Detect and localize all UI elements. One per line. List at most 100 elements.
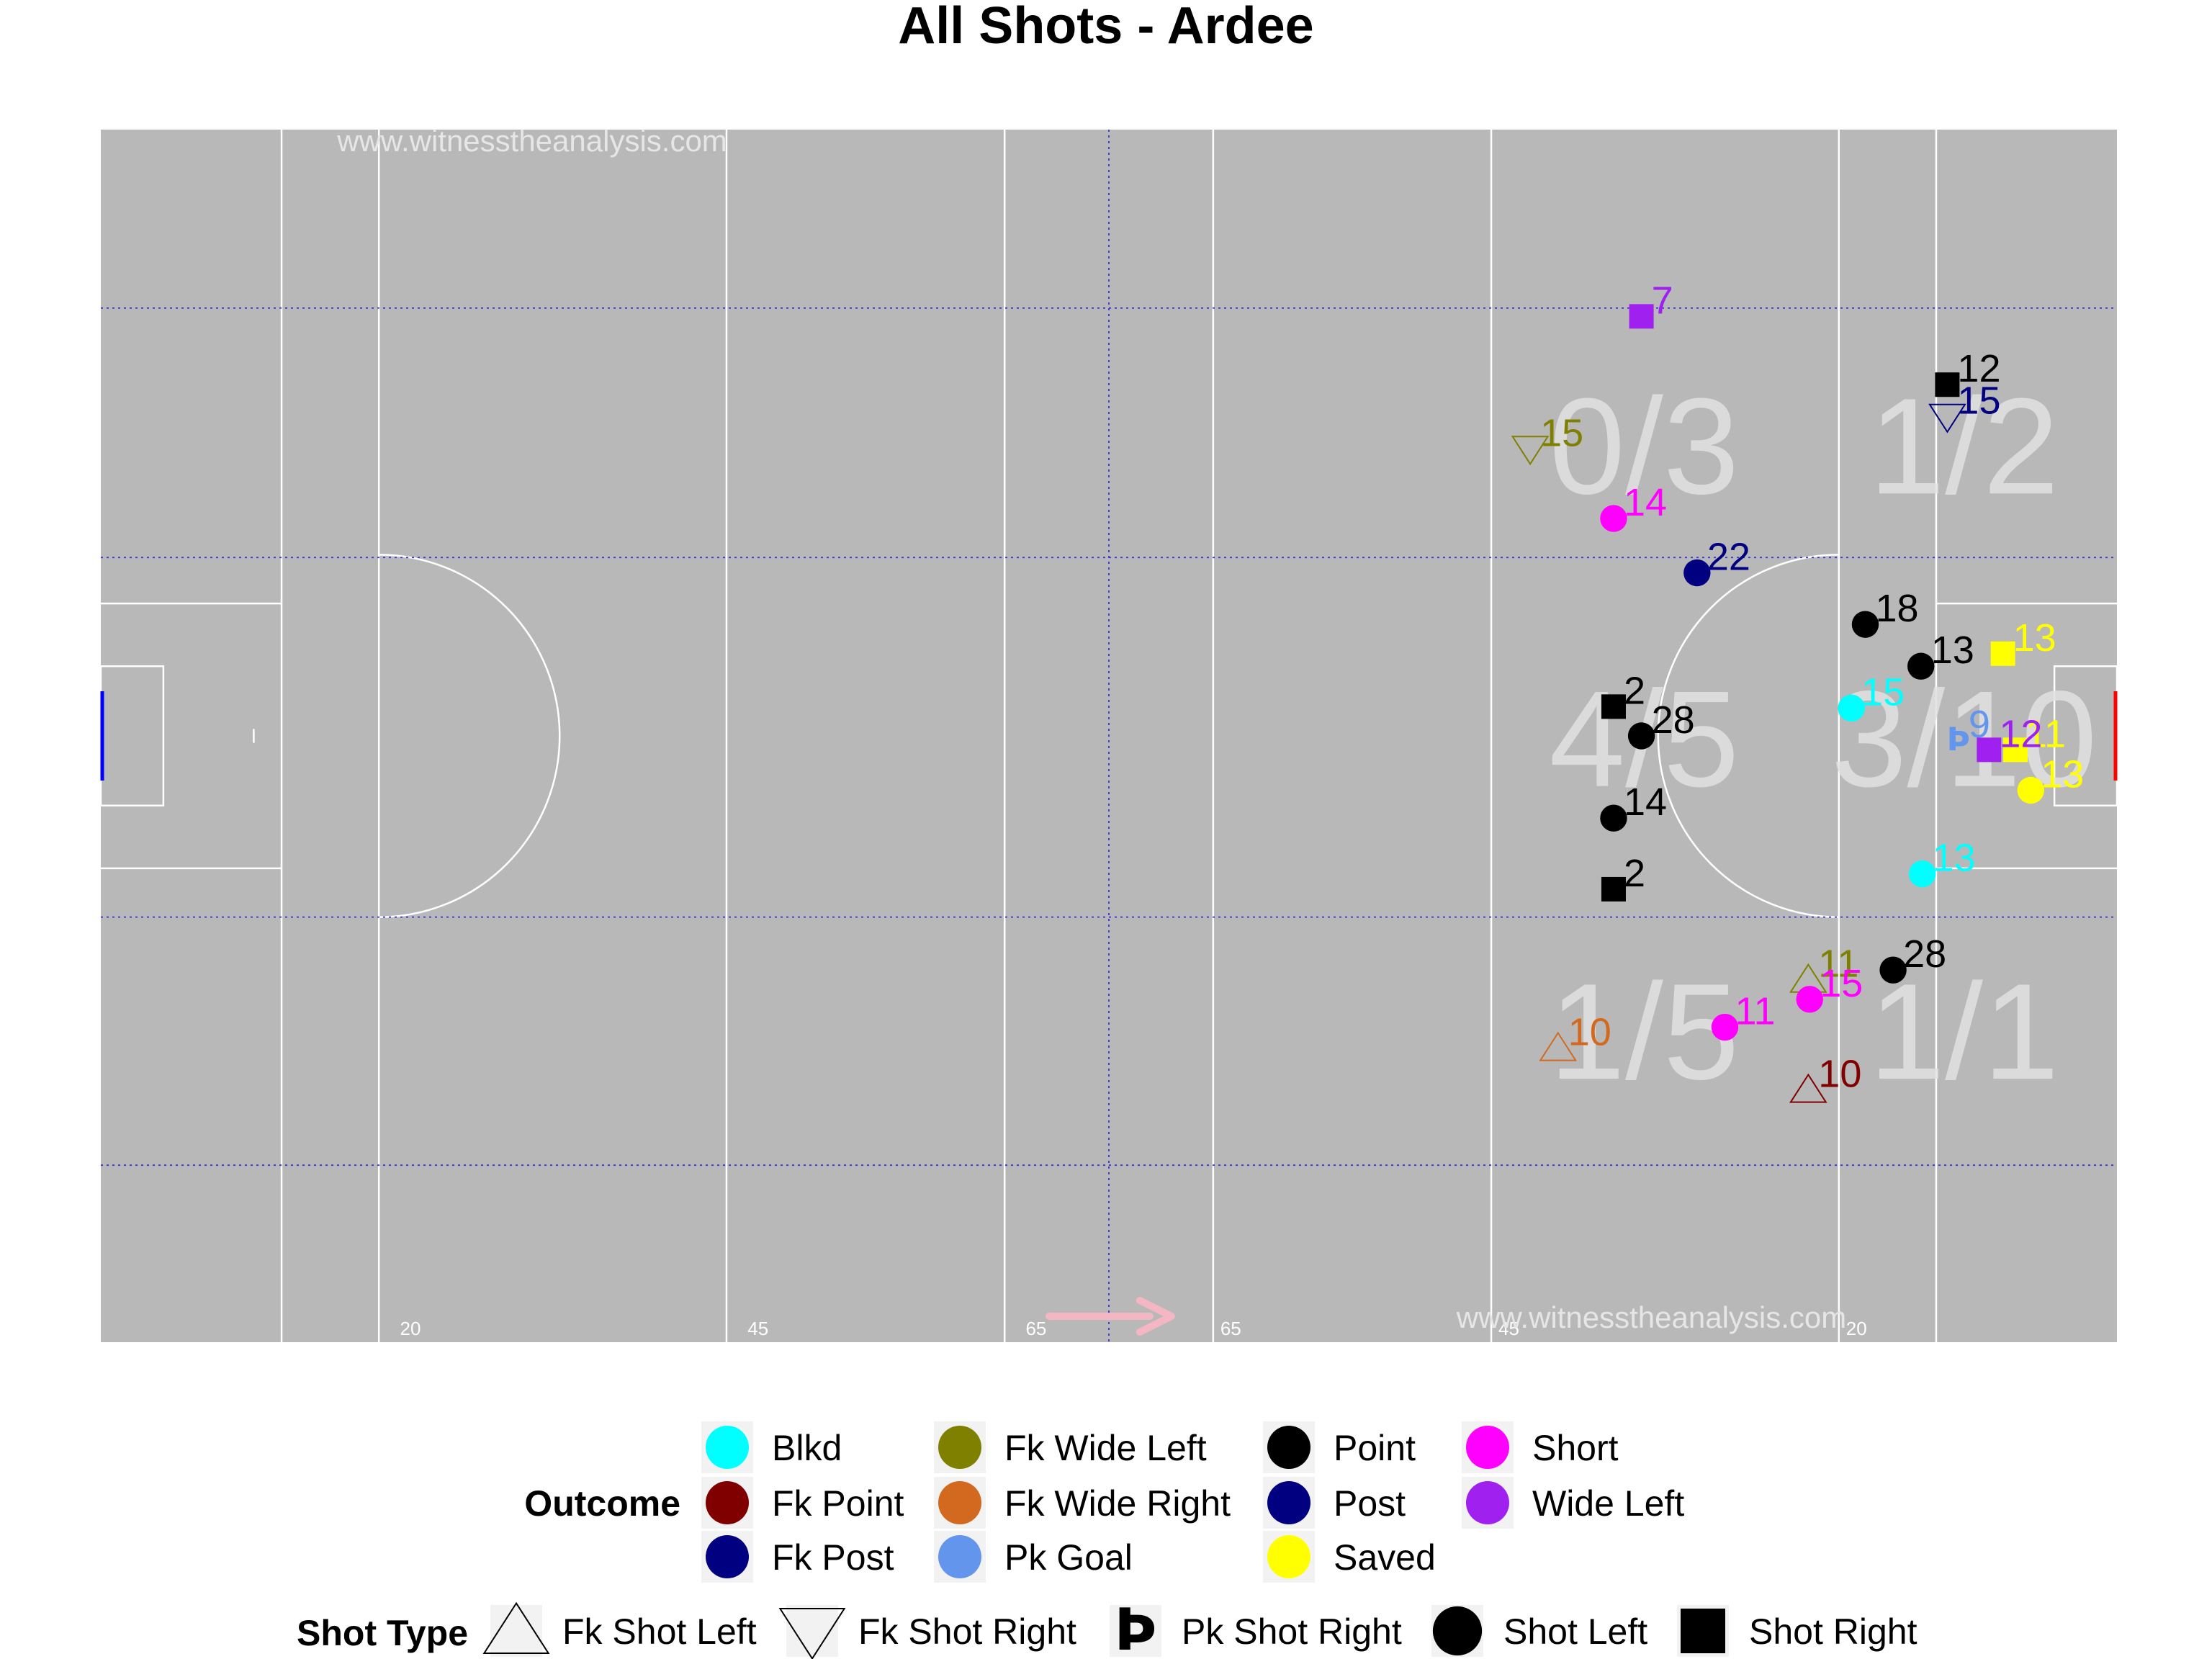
shot-label: 22 [1707,536,1750,579]
shot-label: 13 [2013,616,2056,660]
legend-label: Saved [1334,1537,1436,1578]
shot-label: 18 [1875,587,1918,630]
zone-label: 0/3 [1549,370,1739,523]
shot-label: 15 [1820,962,1863,1005]
shot-marker [1879,956,1907,984]
shot-marker [1908,860,1936,888]
shot-label: 14 [1624,481,1667,524]
legend-label: Post [1334,1483,1406,1524]
zone-label: 1/5 [1549,956,1739,1108]
legend-shape: Þ [1114,1596,1156,1659]
distance-label: 45 [747,1318,768,1339]
shot-label: 12 [1957,347,2000,390]
legend-swatch [706,1535,749,1578]
shot-marker [1683,559,1711,587]
shot-marker [2017,776,2044,804]
legend-swatch [938,1426,981,1469]
legend-shape [482,1601,550,1654]
semicircle-right [1658,554,1839,918]
shot-marker [1711,1013,1739,1041]
zone-labels: 0/3 1/24/5 3/101/5 1/1 [1549,370,2097,1108]
shot-marker [1928,403,1966,433]
shot-label: 15 [1540,411,1583,454]
legend-label: Pk Shot Right [1182,1611,1402,1652]
distance-label: 65 [1220,1318,1241,1339]
legend-shape [778,1608,846,1659]
arrow-icon [1136,1297,1175,1336]
shot-marker [1600,804,1627,832]
legend-swatch [706,1426,749,1469]
legend-swatch [938,1481,981,1524]
shot-marker [1796,986,1823,1013]
legend-label: Fk Post [772,1537,894,1578]
legend-label: Fk Wide Left [1004,1428,1207,1468]
shot-label: 28 [1903,932,1946,976]
shot-marker: Þ [1947,721,1971,758]
legend-swatch [1466,1481,1509,1524]
large-rectangle-left [101,602,282,870]
watermark: www.witnesstheanalysis.com [1456,1300,1847,1334]
shot-label: 11 [1818,943,1858,986]
shot-marker [1600,505,1627,532]
legend-swatch [706,1481,749,1524]
distance-label: 65 [1025,1318,1046,1339]
legend-label: Fk Point [772,1483,904,1524]
large-rectangle-right [1936,602,2117,870]
shot-marker [1601,694,1626,719]
legend-swatch [938,1535,981,1578]
shot-marker [1838,694,1865,721]
legend-label: Fk Shot Left [562,1611,757,1652]
shot-marker [1907,652,1935,680]
shot-marker [1935,372,1960,397]
legend-key [1110,1605,1161,1657]
distance-label: 45 [1498,1318,1519,1339]
shot-label: 11 [2026,712,2066,755]
shot-label: 12 [1999,712,2042,755]
legend: Outcome Blkd Fk Point Fk Post Fk Wide Left Fk… [297,1421,1917,1659]
shot-marker [1511,436,1550,466]
legend-label: Wide Left [1532,1483,1684,1524]
legend-swatch [1267,1535,1310,1578]
shot-label: 2 [1624,852,1645,895]
shot-label: 13 [1933,837,1976,880]
distance-label: 20 [400,1318,421,1339]
legend-swatch [1267,1481,1310,1524]
watermark: www.witnesstheanalysis.com [336,124,727,158]
zone-label: 3/10 [1831,663,2098,816]
shot-label: 15 [1861,670,1905,714]
legend-label: Fk Wide Right [1004,1483,1231,1524]
shot-marker [1789,1073,1827,1103]
legend-label: Shot Right [1749,1611,1917,1652]
shot-marker [1627,722,1655,750]
shot-marker [1851,611,1879,638]
legend-label: Blkd [772,1428,842,1468]
shot-label: 2 [1624,669,1645,712]
legend-shape [1432,1606,1483,1656]
legend-outcome-title: Outcome [524,1483,680,1524]
legend-label: Shot Left [1503,1611,1647,1652]
distance-label: 20 [1846,1318,1867,1339]
shot-marker [1977,737,2002,763]
shot-marker [2003,737,2028,763]
shot-label: 7 [1652,279,1673,322]
shot-label: 15 [1957,379,2000,423]
shot-label: 13 [2041,752,2084,796]
chart-title: All Shots - Ardee [898,0,1313,55]
semicircle-left [379,554,560,918]
shot-marker [1990,641,2015,666]
legend-label: Fk Shot Right [858,1611,1076,1652]
shot-label: 10 [1568,1011,1611,1054]
shot-label: 14 [1624,781,1667,824]
shot-label: 13 [1931,629,1974,672]
legend-label: Pk Goal [1004,1537,1133,1578]
shot-marker [1539,1031,1578,1061]
shot-marker [1629,304,1654,329]
pitch: 20 45 65 65 45 20www.witnesstheanalysis.comww… [99,124,2118,1342]
shot-label: 28 [1652,698,1695,742]
legend-shape [1681,1609,1725,1653]
legend-label: Short [1532,1428,1619,1468]
shot-label: 11 [1735,990,1775,1033]
zone-label: 1/2 [1869,370,2059,523]
